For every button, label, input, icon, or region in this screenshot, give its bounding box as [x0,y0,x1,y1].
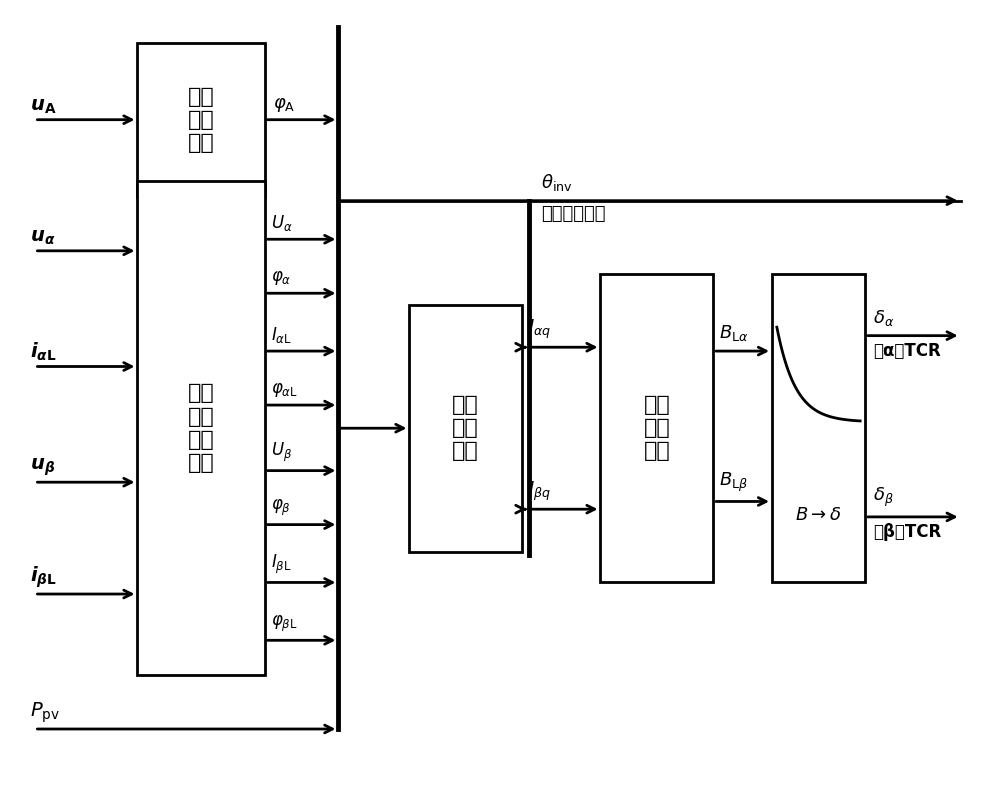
Text: $U_\alpha$: $U_\alpha$ [271,213,292,233]
Text: $\boldsymbol{u}_\mathbf{A}$: $\boldsymbol{u}_\mathbf{A}$ [30,97,56,116]
Text: $I_{\beta\mathrm{L}}$: $I_{\beta\mathrm{L}}$ [271,553,291,576]
Text: $U_\beta$: $U_\beta$ [271,442,292,464]
Text: $\varphi_\beta$: $\varphi_\beta$ [271,498,291,519]
Text: $I_{\alpha q}$: $I_{\alpha q}$ [528,318,551,341]
Bar [409,305,522,552]
Text: $I_{\beta q}$: $I_{\beta q}$ [528,480,551,503]
Text: 至β臂TCR: 至β臂TCR [873,523,941,541]
Text: $I_{\alpha\mathrm{L}}$: $I_{\alpha\mathrm{L}}$ [271,325,292,345]
Text: $B \rightarrow \delta$: $B \rightarrow \delta$ [795,505,842,523]
Text: $\varphi_{\alpha\mathrm{L}}$: $\varphi_{\alpha\mathrm{L}}$ [271,381,298,399]
Text: 至α臂TCR: 至α臂TCR [873,342,941,360]
Text: 基波
幅值
相位
提取: 基波 幅值 相位 提取 [188,383,214,473]
Bar [137,42,265,197]
Text: $\boldsymbol{u}_{\boldsymbol{\alpha}}$: $\boldsymbol{u}_{\boldsymbol{\alpha}}$ [30,228,55,247]
Text: $\varphi_\alpha$: $\varphi_\alpha$ [271,269,291,287]
Text: 运行
状态
计算: 运行 状态 计算 [452,395,479,461]
Text: $B_{\mathrm{L}\beta}$: $B_{\mathrm{L}\beta}$ [719,471,748,493]
Text: $\delta_\alpha$: $\delta_\alpha$ [873,308,894,328]
Text: 等效
电纳
计算: 等效 电纳 计算 [643,395,670,461]
Bar [137,181,265,675]
Text: $\boldsymbol{u}_{\boldsymbol{\beta}}$: $\boldsymbol{u}_{\boldsymbol{\beta}}$ [30,456,55,478]
Text: 基波
相位
提取: 基波 相位 提取 [188,87,214,153]
Text: $\theta_\mathrm{inv}$: $\theta_\mathrm{inv}$ [541,172,573,193]
Text: $\delta_\beta$: $\delta_\beta$ [873,486,894,509]
Text: $\varphi_{\beta\mathrm{L}}$: $\varphi_{\beta\mathrm{L}}$ [271,614,297,634]
Bar [772,274,865,582]
Text: $B_{\mathrm{L}\alpha}$: $B_{\mathrm{L}\alpha}$ [719,323,749,343]
Text: $\varphi_\mathrm{A}$: $\varphi_\mathrm{A}$ [273,95,295,113]
Bar [600,274,713,582]
Text: $\boldsymbol{i}_{\boldsymbol{\beta}\mathbf{L}}$: $\boldsymbol{i}_{\boldsymbol{\beta}\math… [30,564,57,590]
Text: $P_\mathrm{pv}$: $P_\mathrm{pv}$ [30,700,60,725]
Text: 至光伏逆变器: 至光伏逆变器 [541,205,606,223]
Text: $\boldsymbol{i}_{\boldsymbol{\alpha}\mathbf{L}}$: $\boldsymbol{i}_{\boldsymbol{\alpha}\mat… [30,340,56,363]
